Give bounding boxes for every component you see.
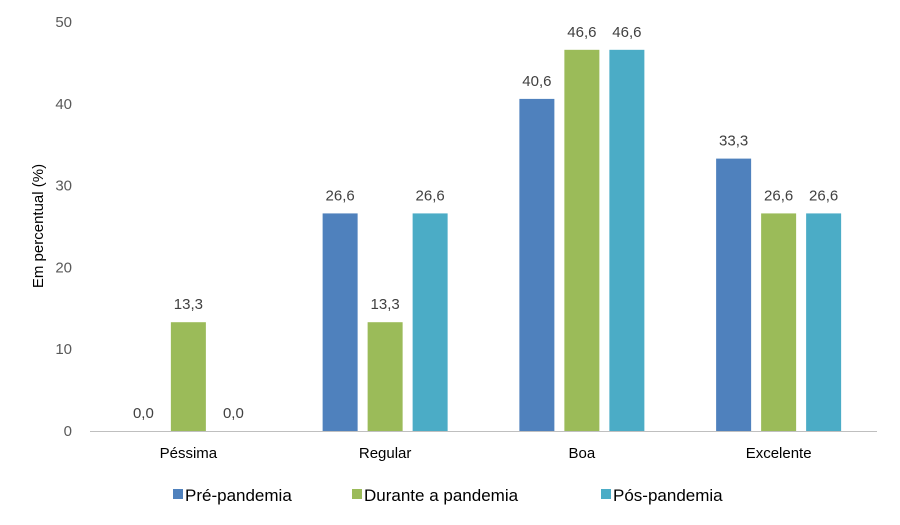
x-tick-label: Péssima <box>160 445 218 462</box>
bar <box>761 213 797 431</box>
legend-label: Durante a pandemia <box>364 486 519 505</box>
y-tick-label: 50 <box>55 14 72 31</box>
legend-swatch <box>173 489 183 499</box>
y-tick-label: 10 <box>55 341 72 358</box>
bar <box>367 322 403 431</box>
x-tick-label: Regular <box>359 445 412 462</box>
legend-label: Pós-pandemia <box>613 486 723 505</box>
legend-swatch <box>601 489 611 499</box>
data-label: 0,0 <box>133 405 154 422</box>
data-label: 40,6 <box>522 73 551 90</box>
y-tick-label: 30 <box>55 178 72 195</box>
legend-item: Pós-pandemia <box>601 486 723 505</box>
bar <box>322 213 358 431</box>
bar <box>564 49 600 431</box>
bar <box>412 213 448 431</box>
y-tick-label: 0 <box>64 423 72 440</box>
bar <box>609 49 645 431</box>
data-label: 13,3 <box>174 296 203 313</box>
data-label: 46,6 <box>612 24 641 41</box>
data-label: 26,6 <box>326 187 355 204</box>
bar <box>806 213 842 431</box>
data-label: 13,3 <box>371 296 400 313</box>
legend-label: Pré-pandemia <box>185 486 292 505</box>
bar <box>170 322 206 431</box>
data-label: 0,0 <box>223 405 244 422</box>
data-label: 33,3 <box>719 133 748 150</box>
data-label: 26,6 <box>416 187 445 204</box>
bar <box>716 158 752 431</box>
y-tick-label: 40 <box>55 96 72 113</box>
legend-swatch <box>352 489 362 499</box>
bar <box>519 98 555 431</box>
x-tick-label: Excelente <box>746 445 812 462</box>
data-label: 26,6 <box>809 187 838 204</box>
data-label: 46,6 <box>567 24 596 41</box>
legend-item: Pré-pandemia <box>173 486 292 505</box>
y-axis-label: Em percentual (%) <box>30 164 47 288</box>
legend-item: Durante a pandemia <box>352 486 519 505</box>
data-label: 26,6 <box>764 187 793 204</box>
x-tick-label: Boa <box>569 445 596 462</box>
y-tick-label: 20 <box>55 259 72 276</box>
